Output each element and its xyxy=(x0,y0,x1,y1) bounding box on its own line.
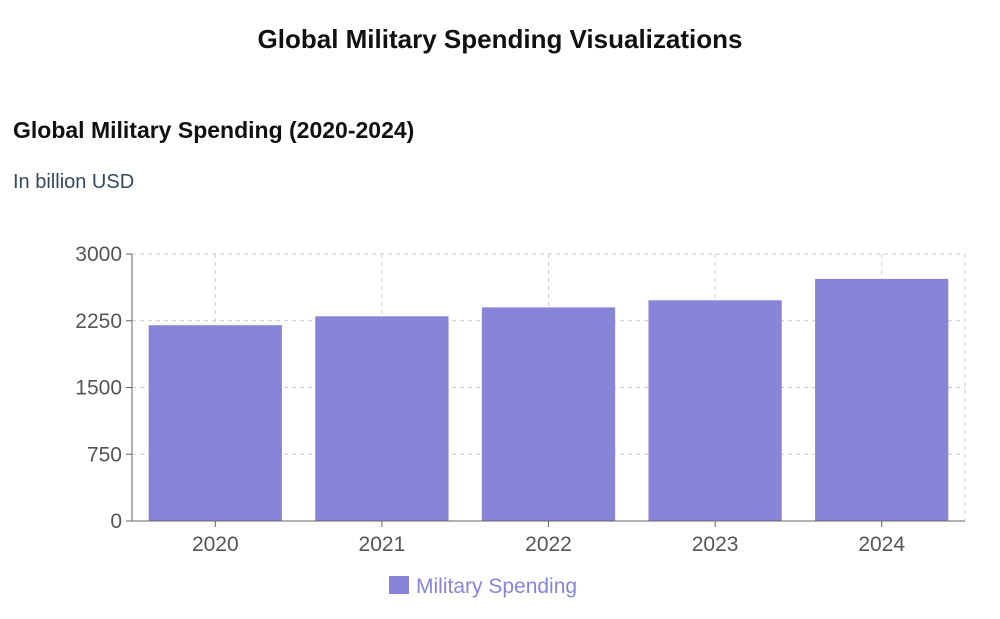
x-tick-label: 2022 xyxy=(525,533,572,556)
x-tick-label: 2023 xyxy=(692,533,739,556)
legend-swatch xyxy=(389,576,409,594)
bars xyxy=(148,278,949,521)
axes: 0 750 1500 2250 3000 2020 2021 2022 2023 2024 xyxy=(75,243,965,556)
y-tick-label: 0 xyxy=(110,510,122,533)
bar-2024[interactable] xyxy=(815,278,949,521)
legend[interactable]: Military Spending xyxy=(389,575,577,598)
y-tick-label: 1500 xyxy=(75,377,122,400)
x-tick-label: 2024 xyxy=(858,533,905,556)
page-title: Global Military Spending Visualizations xyxy=(257,24,743,54)
legend-label: Military Spending xyxy=(416,575,577,598)
y-tick-label: 2250 xyxy=(75,310,122,333)
bar-2023[interactable] xyxy=(648,300,782,521)
chart-title: Global Military Spending (2020-2024) xyxy=(13,117,415,143)
x-tick-label: 2021 xyxy=(359,533,406,556)
y-tick-label: 750 xyxy=(87,443,122,466)
x-tick-label: 2020 xyxy=(192,533,239,556)
bar-2022[interactable] xyxy=(481,307,616,521)
y-tick-label: 3000 xyxy=(75,243,122,266)
chart-subtitle: In billion USD xyxy=(13,171,135,193)
bar-2021[interactable] xyxy=(315,316,449,521)
bar-2020[interactable] xyxy=(148,325,282,521)
